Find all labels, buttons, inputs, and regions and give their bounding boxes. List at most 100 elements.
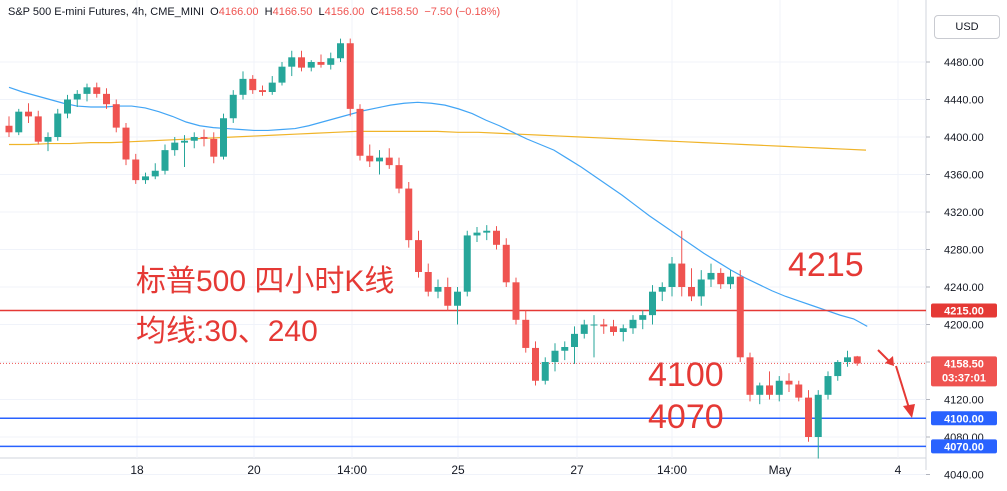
level-4215-annotation: 4215 <box>788 246 864 284</box>
candle-body <box>239 78 247 95</box>
candle-body <box>229 94 237 119</box>
candle-body <box>44 137 52 142</box>
candle-body <box>103 93 110 105</box>
candle-body <box>73 93 81 100</box>
x-tick-label: May <box>769 463 792 477</box>
candle-body <box>483 230 491 233</box>
candle-body <box>463 235 471 292</box>
ma240-line-group <box>9 130 867 151</box>
price-tag-current-text: 4158.50 <box>944 358 984 370</box>
price-tag-current-text: 03:37:01 <box>942 372 986 384</box>
horizontal-levels <box>0 309 926 448</box>
candle-body <box>756 385 764 395</box>
symbol-name: S&P 500 E-mini Futures, 4h, CME_MINI <box>8 6 205 18</box>
candle-body <box>814 394 822 437</box>
chart-title-annotation: 标普500 四小时K线 <box>136 265 395 298</box>
price-tag-4215-text: 4215.00 <box>944 305 984 317</box>
candle-body <box>15 111 23 133</box>
high-label: H <box>264 6 273 18</box>
candle-body <box>522 319 530 348</box>
candle-body <box>132 159 140 181</box>
candle-body <box>122 127 130 160</box>
candle-body <box>649 291 656 316</box>
candle-body <box>376 157 383 162</box>
candle-body <box>278 66 286 83</box>
moving-average-annotation: 均线:30、240 <box>136 315 318 348</box>
candle-body <box>181 140 188 143</box>
candle-body <box>834 362 842 377</box>
candle-body <box>356 108 364 156</box>
candle-body <box>610 326 617 332</box>
level-4070-annotation: 4070 <box>648 398 724 436</box>
candle-body <box>717 272 725 285</box>
x-tick-label: 25 <box>451 463 465 477</box>
candle-body <box>171 142 179 151</box>
candle-body <box>444 287 452 306</box>
candle-body <box>142 176 149 181</box>
level-4100-annotation: 4100 <box>648 356 724 394</box>
x-tick-label: 14:00 <box>657 463 687 477</box>
candle-body <box>561 347 569 351</box>
candle-body <box>541 362 549 381</box>
low-value: 4156.00 <box>324 6 365 18</box>
open-label: O <box>210 6 219 18</box>
candle-body <box>766 385 773 395</box>
candle-body <box>473 232 481 236</box>
price-tag-4070-bg <box>931 439 997 454</box>
candle-body <box>688 287 695 297</box>
time-axis: 18 20 14:00 25 27 14:00 May 4 <box>130 0 902 477</box>
y-tick-label: 4320.00 <box>944 207 984 219</box>
candle-body <box>249 78 257 91</box>
candle-body <box>551 350 559 362</box>
candle-body <box>824 376 832 395</box>
currency-button[interactable]: USD <box>934 15 1000 39</box>
candle-body <box>629 319 637 329</box>
candle-body <box>337 43 344 59</box>
candle-body <box>54 113 62 137</box>
arrow-head-2 <box>903 404 915 418</box>
candle-body <box>259 90 266 92</box>
y-tick-label: 4200.00 <box>944 320 984 332</box>
candle-body <box>327 58 335 65</box>
candle-body <box>307 62 315 68</box>
candle-body <box>600 324 608 327</box>
candle-body <box>366 155 374 162</box>
candle-body <box>678 263 686 287</box>
price-tag-current-bg <box>931 356 997 387</box>
change-value: −7.50 (−0.18%) <box>424 6 501 18</box>
candle-body <box>112 104 120 128</box>
candle-body <box>697 279 705 297</box>
candle-body <box>200 137 208 139</box>
ma30-line-group <box>8 86 868 327</box>
down-arrow <box>877 349 915 418</box>
candle-body <box>785 380 793 385</box>
x-tick-label: 14:00 <box>337 463 367 477</box>
candle-body <box>93 87 101 94</box>
candle-body <box>5 125 13 133</box>
candle-body <box>424 272 432 292</box>
candle-body <box>844 357 851 362</box>
high-value: 4166.50 <box>272 6 313 18</box>
open-value: 4166.00 <box>218 6 259 18</box>
candle-body <box>190 137 198 141</box>
candle-body <box>707 272 715 280</box>
y-tick-label: 4120.00 <box>944 395 984 407</box>
y-tick-label: 4400.00 <box>944 132 984 144</box>
candle-body <box>454 291 461 306</box>
price-tags: 4215.00 4158.50 03:37:01 4100.00 4070.00 <box>931 303 997 454</box>
candle-body <box>268 82 276 92</box>
candle-body <box>502 244 510 283</box>
x-tick-label: 18 <box>130 463 144 477</box>
candle-body <box>619 328 627 332</box>
candle-body <box>151 170 159 177</box>
candle-body <box>590 324 598 326</box>
price-axis: 4480.00 4440.00 4400.00 4360.00 4320.00 4280.… <box>0 57 984 482</box>
y-tick-label: 4040.00 <box>944 470 984 482</box>
candle-body <box>405 188 413 241</box>
arrow-segment-1 <box>877 349 890 362</box>
low-label: L <box>318 6 325 18</box>
candle-body <box>668 263 676 287</box>
candle-body <box>805 397 812 437</box>
